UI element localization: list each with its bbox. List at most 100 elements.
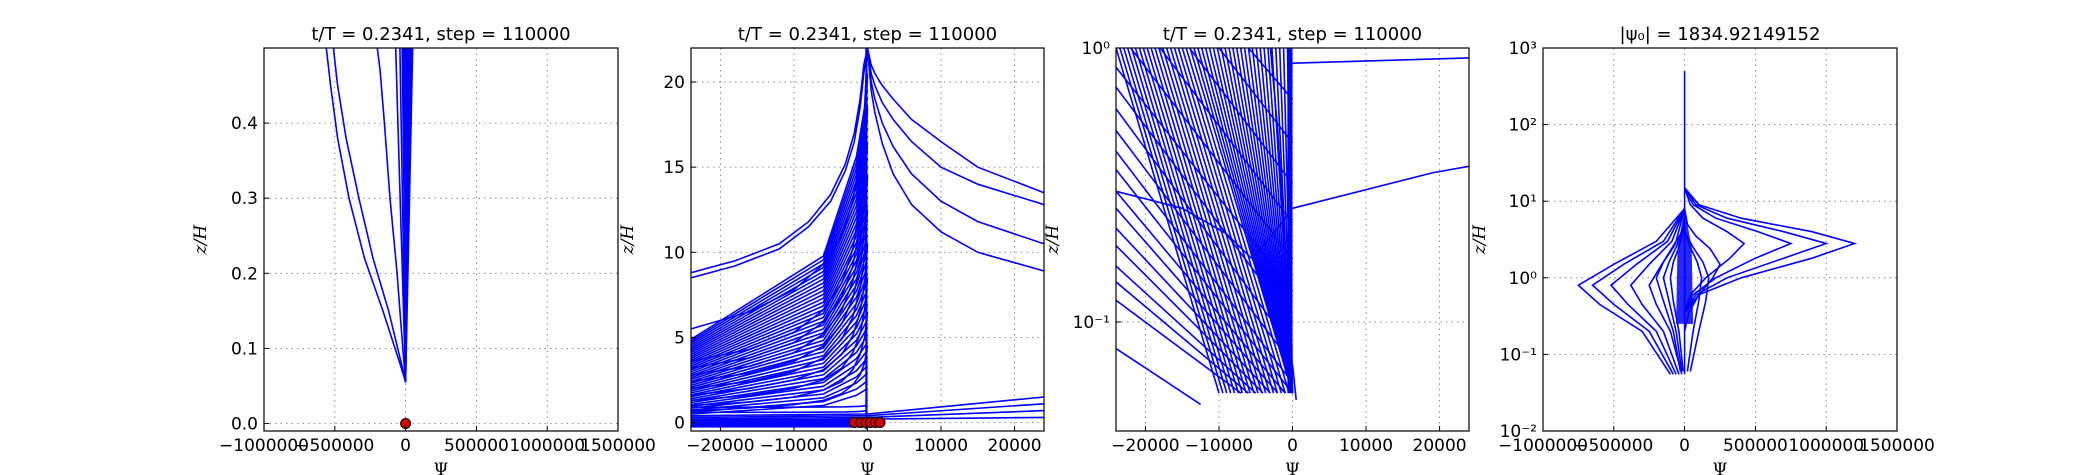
x-tick-label: 10000 [1339, 436, 1393, 456]
series-line [866, 48, 1044, 194]
chart-title: t/T = 0.2341, step = 110000 [311, 24, 570, 45]
y-tick-label: 10⁰ [1509, 269, 1538, 289]
series-group [325, 48, 414, 383]
series-line [691, 349, 869, 406]
x-tick-label: 20000 [988, 436, 1042, 456]
series-line [691, 219, 869, 373]
x-axis-label: Ψ [434, 460, 449, 475]
y-tick-label: 5 [674, 328, 685, 348]
series-group [1116, 48, 1469, 406]
x-tick-label: −20000 [686, 436, 754, 456]
series-line [691, 409, 868, 414]
x-tick-label: 500000 [1723, 436, 1788, 456]
chart-title: t/T = 0.2341, step = 110000 [1163, 24, 1422, 45]
series-line [376, 48, 407, 383]
series-line [1577, 208, 1686, 375]
series-line [691, 135, 869, 352]
series-line [691, 97, 869, 342]
series-line [691, 280, 869, 388]
series-line [691, 288, 869, 390]
series-line [1169, 48, 1275, 394]
series-line [691, 173, 869, 362]
y-tick-label: 10⁻² [1500, 422, 1537, 442]
series-line [1116, 347, 1202, 406]
series-line [691, 357, 869, 408]
axes-frame [1542, 47, 1898, 432]
x-tick-label: 0 [862, 436, 873, 456]
y-tick-label: 15 [663, 158, 685, 178]
series-line [691, 273, 869, 387]
x-axis-label: Ψ [1285, 460, 1300, 475]
series-line [691, 387, 868, 415]
x-tick-label: 1000000 [509, 436, 585, 456]
series-line [1292, 57, 1469, 64]
series-line [332, 48, 407, 383]
y-axis-label: z/H [1470, 224, 1490, 256]
series-line [1609, 208, 1686, 375]
series-line [691, 120, 869, 348]
y-axis-label: z/H [1043, 224, 1063, 256]
x-tick-label: 0 [400, 436, 411, 456]
x-tick-label: −1000000 [219, 436, 309, 456]
x-axis-label: Ψ [860, 460, 875, 475]
series-line [1292, 165, 1469, 210]
series-line [691, 234, 869, 377]
series-line [1116, 207, 1279, 394]
series-line [1123, 48, 1228, 394]
series-line [691, 158, 869, 358]
series-line [1130, 48, 1236, 394]
series-line [691, 127, 869, 350]
y-tick-label: 10 [663, 243, 685, 263]
series-line [1162, 48, 1267, 394]
series-line [1116, 227, 1271, 394]
series-line [691, 296, 869, 392]
x-tick-label: 20000 [1413, 436, 1467, 456]
series-line [1629, 208, 1686, 375]
series-line [691, 380, 868, 413]
x-tick-label: 10000 [914, 436, 968, 456]
series-line [691, 311, 869, 396]
axes-frame [263, 47, 619, 432]
series-line [1116, 281, 1249, 394]
dense-band [401, 48, 413, 383]
x-tick-label: 1500000 [1859, 436, 1935, 456]
y-tick-label: 10² [1509, 116, 1537, 136]
x-axis-label: Ψ [1713, 460, 1728, 475]
y-tick-label: 0.4 [231, 114, 258, 134]
x-tick-label: 0 [1287, 436, 1298, 456]
series-line [866, 48, 1044, 245]
series-line [691, 89, 869, 340]
series-line [691, 104, 869, 344]
y-tick-label: 10¹ [1509, 192, 1537, 212]
series-line [691, 48, 869, 274]
y-tick-label: 0.0 [231, 414, 258, 434]
y-axis-label: z/H [191, 224, 211, 256]
series-line [1116, 130, 1294, 365]
series-line [1177, 48, 1283, 394]
series-line [691, 326, 869, 400]
chart-title: t/T = 0.2341, step = 110000 [738, 24, 997, 45]
y-axis-label: z/H [618, 224, 638, 256]
series-line [691, 112, 869, 346]
subplots: −1000000−500000 0 500000 100000015000000.00… [191, 24, 1935, 475]
series-line [1116, 190, 1253, 260]
series-line [1146, 48, 1251, 394]
series-line [1591, 208, 1686, 375]
dense-band [1676, 208, 1694, 324]
series-line [691, 48, 869, 279]
series-line [691, 265, 869, 385]
series-line [691, 303, 869, 394]
series-line [866, 48, 1044, 272]
x-tick-label: 1500000 [580, 436, 656, 456]
series-line [1173, 48, 1279, 394]
series-line [691, 334, 869, 402]
dense-band [1287, 48, 1293, 394]
series-line [1150, 48, 1255, 394]
y-tick-label: 10³ [1509, 39, 1537, 59]
y-tick-label: 0.3 [231, 189, 258, 209]
series-line [325, 48, 407, 383]
series-line [691, 212, 869, 371]
series-line [691, 181, 869, 364]
